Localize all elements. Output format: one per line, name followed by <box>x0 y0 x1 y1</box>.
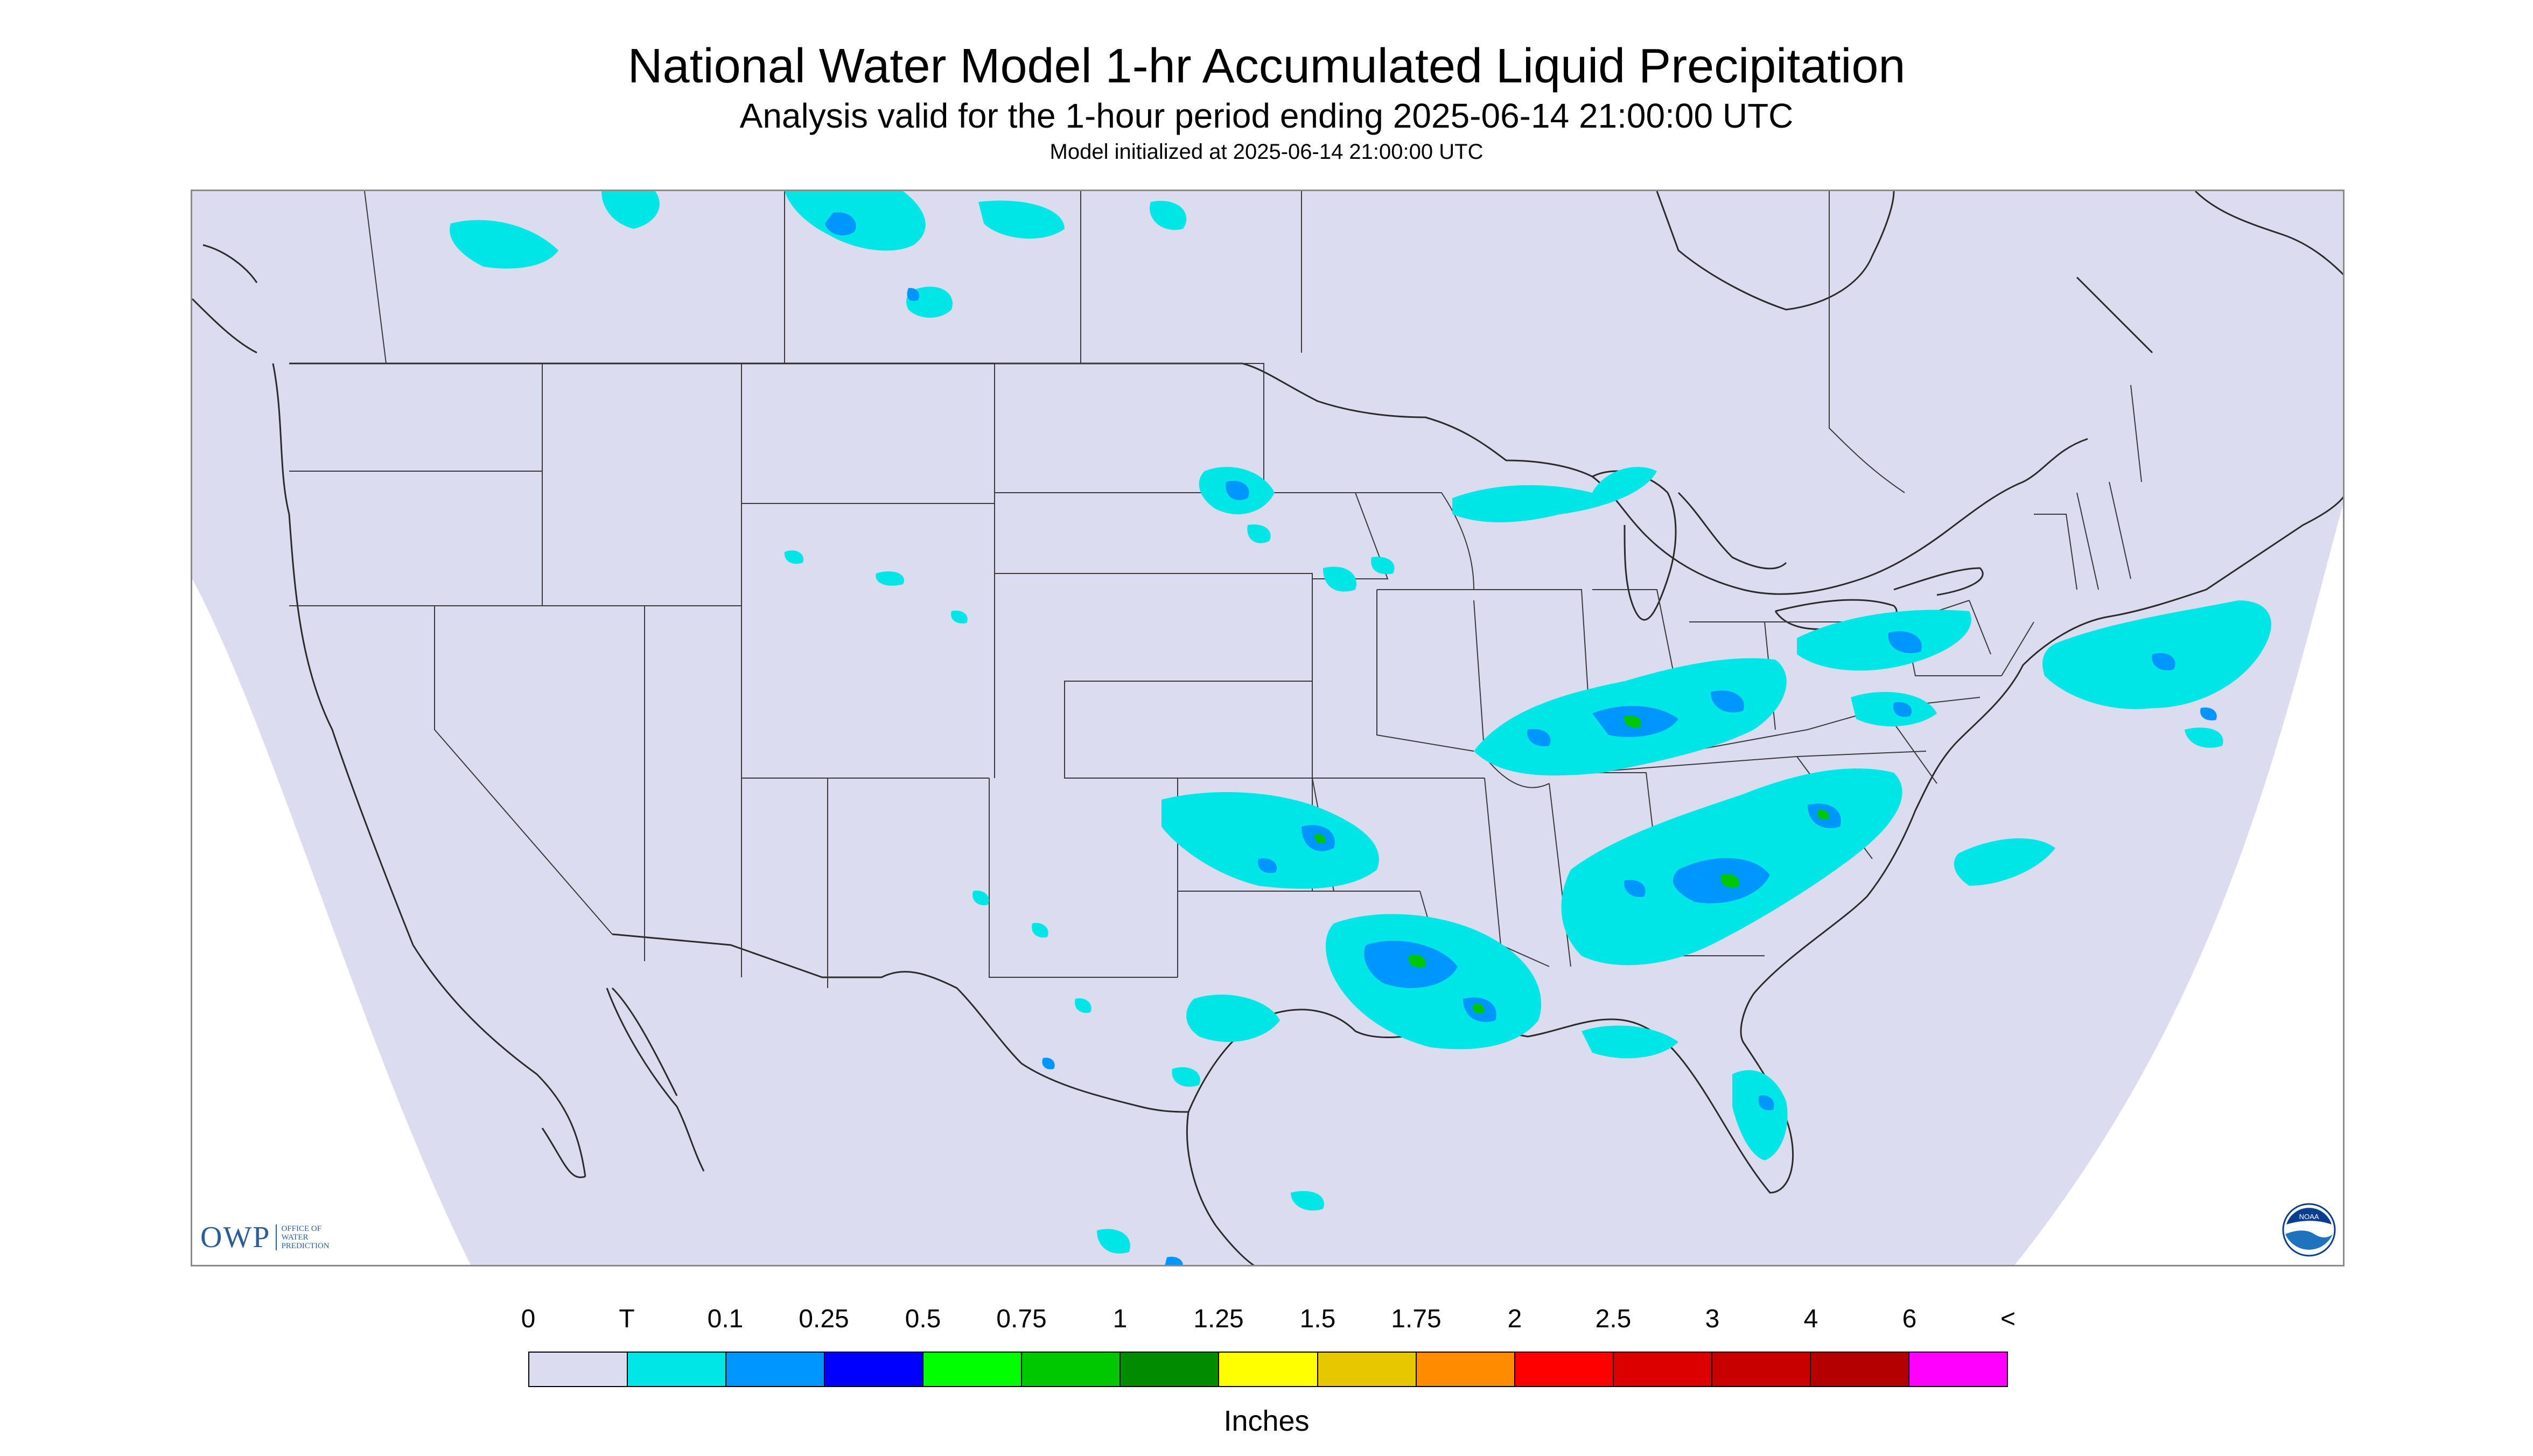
precip-carolina-offshore <box>1954 838 2055 886</box>
noaa-emblem-icon: NOAA <box>2282 1203 2336 1257</box>
great-lakes <box>1592 470 1984 631</box>
legend-tick-label: 0.1 <box>707 1305 744 1333</box>
precip-southeast-heavy <box>1720 810 1829 888</box>
precip-ohio-valley-core <box>1624 715 1641 728</box>
legend-swatch <box>1909 1353 2007 1386</box>
precip-canada-core <box>825 212 920 301</box>
precip-canada-alberta <box>450 220 558 269</box>
legend-units-label: Inches <box>1223 1405 1310 1437</box>
legend-color-bar <box>528 1352 2008 1387</box>
legend-swatch <box>825 1353 924 1386</box>
precip-southeast-mid <box>1624 803 1841 904</box>
legend-swatch <box>1613 1353 1712 1386</box>
legend-swatch <box>1712 1353 1811 1386</box>
legend-tick-label: T <box>619 1305 635 1333</box>
precipitation-map <box>191 190 2345 1266</box>
legend-swatch <box>1121 1353 1220 1386</box>
map-canvas <box>192 191 2343 1265</box>
owp-logo-text: OFFICE OF WATER PREDICTION <box>276 1224 362 1250</box>
legend-tick-label: 1.75 <box>1391 1305 1442 1333</box>
legend-swatch <box>628 1353 727 1386</box>
state-borders <box>289 191 2142 988</box>
precip-gulf-coast <box>1186 914 1542 1049</box>
legend-tick-label: 0.75 <box>996 1305 1047 1333</box>
coastlines <box>192 191 2343 1265</box>
legend-swatch <box>529 1353 628 1386</box>
legend-tick-label: 0 <box>521 1305 536 1333</box>
owp-logo-line: OFFICE OF <box>281 1224 322 1233</box>
precip-florida-core <box>1758 1095 1774 1110</box>
pacific-coastline <box>272 363 586 1177</box>
legend-tick-label: 1 <box>1112 1305 1128 1333</box>
legend-swatch <box>923 1353 1023 1386</box>
baja-california <box>541 987 705 1178</box>
legend-tick-label: 4 <box>1803 1305 1818 1333</box>
owp-logo-letters: OWP <box>200 1221 271 1254</box>
model-domain <box>192 191 2343 1265</box>
precip-gulf-coast-heavy <box>1408 955 1485 1014</box>
precip-gulf-coast-mid <box>1364 941 1496 1023</box>
owp-logo: OWP OFFICE OF WATER PREDICTION <box>200 1221 362 1254</box>
model-init-line: Model initialized at 2025-06-14 21:00:00… <box>1049 140 1484 164</box>
canada-province-lines <box>364 191 2142 493</box>
precip-minnesota-core <box>1226 481 1249 500</box>
precip-upper-michigan <box>1452 467 1657 522</box>
precip-mid-atlantic-core <box>1888 631 1922 717</box>
legend-tick-label: 6 <box>1902 1305 1917 1333</box>
precip-mid-atlantic <box>1797 610 1971 726</box>
western-interior-states <box>289 605 1178 988</box>
plains-states <box>995 363 1420 977</box>
precip-minnesota <box>1199 467 1275 543</box>
precip-iowa <box>1323 557 1395 592</box>
precip-florida <box>1582 1025 1788 1160</box>
owp-logo-line: PREDICTION <box>281 1242 330 1250</box>
precip-northeast-offshore <box>2042 600 2271 748</box>
owp-logo-line: WATER <box>281 1233 309 1242</box>
gulf-of-mexico-coast <box>1187 993 1794 1194</box>
precipitation-cells <box>450 191 2271 1265</box>
legend-tick-label: 0.5 <box>905 1305 941 1333</box>
us-mexico-border <box>612 933 1189 1113</box>
legend-swatch <box>726 1353 825 1386</box>
precip-northeast-core <box>2152 653 2217 720</box>
legend-swatch <box>1219 1353 1318 1386</box>
noaa-logo-text: NOAA <box>2299 1213 2319 1221</box>
us-canada-border <box>289 362 2088 595</box>
legend-swatch <box>1318 1353 1417 1386</box>
precip-scattered-west <box>784 550 1324 1254</box>
legend-swatch <box>1515 1353 1614 1386</box>
precip-canada-cells <box>601 191 1187 318</box>
legend-tick-label: < <box>2000 1305 2016 1333</box>
precip-oklahoma <box>1161 792 1379 889</box>
canada-inlets <box>192 191 2343 354</box>
precip-oklahoma-green <box>1314 834 1326 844</box>
page-subtitle: Analysis valid for the 1-hour period end… <box>739 96 1794 135</box>
page-title: National Water Model 1-hr Accumulated Li… <box>627 39 1906 93</box>
legend-tick-label: 1.25 <box>1193 1305 1244 1333</box>
precip-canada-saskatchewan <box>785 191 926 251</box>
hudson-bay-shore <box>1656 191 1895 311</box>
mexico-coast <box>1186 1111 1255 1265</box>
legend-swatch <box>1416 1353 1515 1386</box>
legend-tick-label: 2.5 <box>1595 1305 1632 1333</box>
legend-swatch <box>1810 1353 1909 1386</box>
legend-tick-label: 0.25 <box>799 1305 849 1333</box>
legend-tick-label: 1.5 <box>1299 1305 1336 1333</box>
legend-swatch <box>1022 1353 1121 1386</box>
legend-tick-label: 3 <box>1705 1305 1720 1333</box>
legend-tick-label: 2 <box>1507 1305 1522 1333</box>
atlantic-coastline <box>1753 496 2343 994</box>
